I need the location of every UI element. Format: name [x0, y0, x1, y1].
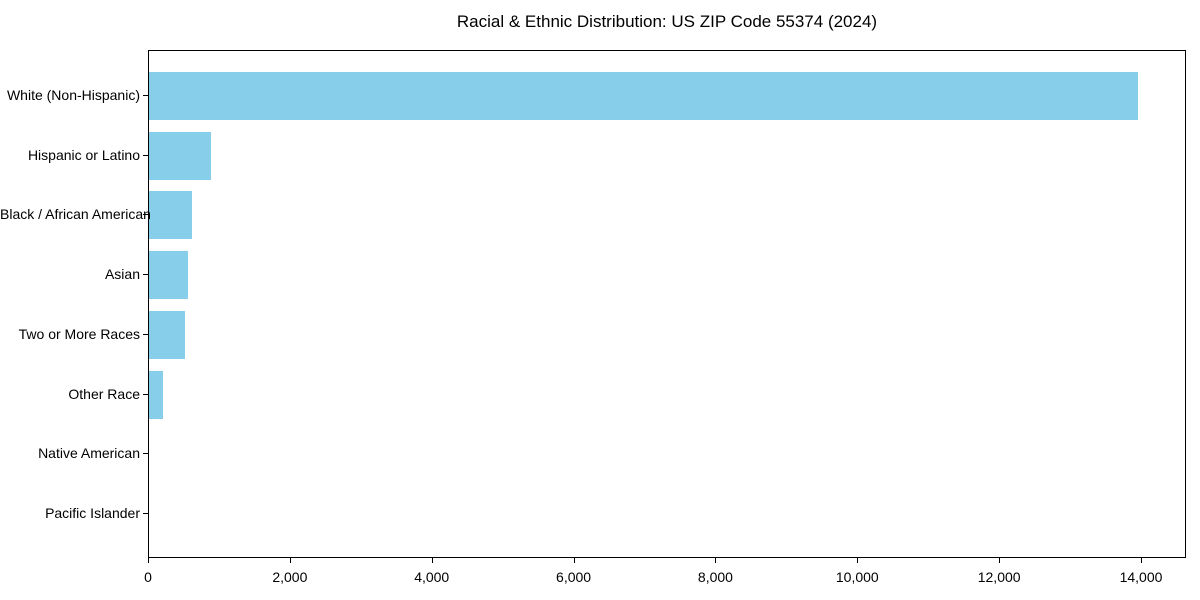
x-tick-mark	[148, 558, 149, 563]
y-tick-label: Native American	[38, 445, 140, 462]
y-tick-label: Pacific Islander	[45, 505, 140, 521]
bar	[149, 131, 212, 180]
x-tick-label: 8,000	[697, 569, 733, 585]
y-tick-label: Black / African American	[0, 206, 151, 223]
y-tick-mark	[143, 513, 148, 514]
y-tick-label: Two or More Races	[18, 325, 140, 342]
x-tick-mark	[1141, 558, 1143, 563]
y-tick-mark	[143, 214, 148, 216]
x-tick-mark	[999, 558, 1001, 563]
x-tick-mark	[431, 558, 433, 563]
y-tick-label: Asian	[104, 266, 140, 283]
x-tick-label: 2,000	[272, 569, 308, 585]
y-tick-mark	[143, 453, 148, 455]
y-tick-label: Hispanic or Latino	[27, 146, 140, 163]
y-tick-mark	[143, 333, 148, 335]
bar	[149, 310, 186, 359]
plot-area	[148, 50, 1186, 558]
y-tick-mark	[143, 95, 148, 96]
x-tick-label: 6,000	[556, 569, 592, 585]
x-tick-label: 12,000	[977, 569, 1021, 585]
chart-title: Racial & Ethnic Distribution: US ZIP Cod…	[456, 12, 878, 31]
x-tick-mark	[573, 558, 575, 563]
y-tick-label: White (Non-Hispanic)	[6, 87, 140, 103]
bar	[149, 370, 164, 419]
x-tick-mark	[857, 558, 859, 563]
x-tick-mark	[289, 558, 291, 563]
x-tick-mark	[715, 558, 717, 563]
x-tick-label: 0	[144, 569, 152, 585]
x-tick-label: 14,000	[1119, 569, 1163, 585]
y-tick-mark	[143, 154, 148, 156]
y-tick-mark	[143, 393, 148, 395]
bar	[149, 72, 1138, 120]
y-tick-mark	[143, 274, 148, 276]
bar	[149, 191, 192, 240]
x-tick-label: 4,000	[414, 569, 450, 585]
x-tick-label: 10,000	[835, 569, 879, 585]
bar	[149, 251, 188, 300]
y-tick-label: Other Race	[68, 385, 140, 402]
